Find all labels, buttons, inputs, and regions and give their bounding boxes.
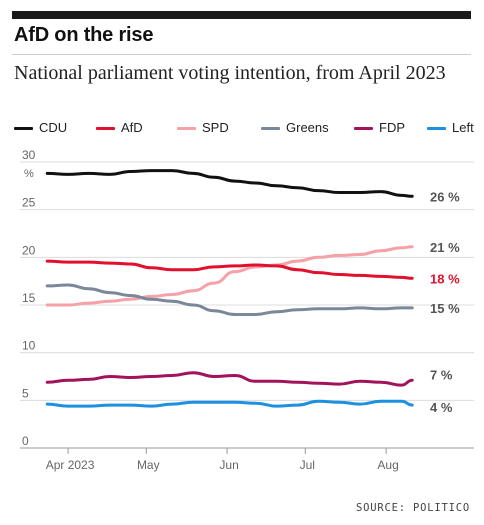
legend-swatch-greens xyxy=(261,127,280,130)
y-tick-label: 10 xyxy=(22,339,36,353)
x-tick-label: Jul xyxy=(300,458,315,472)
source-credit: SOURCE: POLITICO xyxy=(356,502,470,514)
legend-label-afd: AfD xyxy=(121,120,143,135)
end-label-greens: 15 % xyxy=(430,301,460,316)
x-tick-label: Aug xyxy=(377,458,398,472)
y-tick-label: 25 xyxy=(22,196,36,210)
y-tick-label: 15 xyxy=(22,291,36,305)
y-unit-label: % xyxy=(24,168,34,180)
chart-title: AfD on the rise xyxy=(14,24,154,46)
legend-swatch-spd xyxy=(177,127,196,130)
end-label-spd: 21 % xyxy=(430,240,460,255)
end-label-fdp: 7 % xyxy=(430,367,453,382)
y-tick-label: 5 xyxy=(22,386,29,400)
x-tick-label: May xyxy=(137,458,160,472)
series-line-spd xyxy=(45,245,414,307)
chart-subtitle: National parliament voting intention, fr… xyxy=(14,62,446,84)
end-label-afd: 18 % xyxy=(430,271,460,286)
x-tick-label: Apr 2023 xyxy=(46,458,95,472)
series-line-cdu xyxy=(45,169,414,198)
legend-label-left: Left xyxy=(452,120,474,135)
legend-swatch-afd xyxy=(96,127,115,130)
series-line-afd xyxy=(45,259,414,280)
top-rule-bar xyxy=(12,11,471,19)
end-label-cdu: 26 % xyxy=(430,189,460,204)
legend-label-fdp: FDP xyxy=(379,120,405,135)
legend-swatch-cdu xyxy=(14,127,33,130)
series-line-greens xyxy=(45,283,414,316)
legend-swatch-left xyxy=(427,127,446,130)
legend-label-cdu: CDU xyxy=(39,120,68,135)
y-tick-label: 30 xyxy=(22,148,36,162)
end-label-left: 4 % xyxy=(430,400,453,415)
x-tick-label: Jun xyxy=(219,458,238,472)
legend-label-spd: SPD xyxy=(202,120,229,135)
legend-swatch-fdp xyxy=(354,127,373,130)
legend-label-greens: Greens xyxy=(286,120,329,135)
y-tick-label: 0 xyxy=(22,434,29,448)
title-divider xyxy=(12,54,471,55)
y-tick-label: 20 xyxy=(22,243,36,257)
series-line-left xyxy=(45,399,414,408)
line-chart: 0 5 10 15 20 25 30% Apr 2023 May Jun Jul Aug 26 % 18 … xyxy=(20,148,474,472)
series-line-fdp xyxy=(45,371,414,387)
